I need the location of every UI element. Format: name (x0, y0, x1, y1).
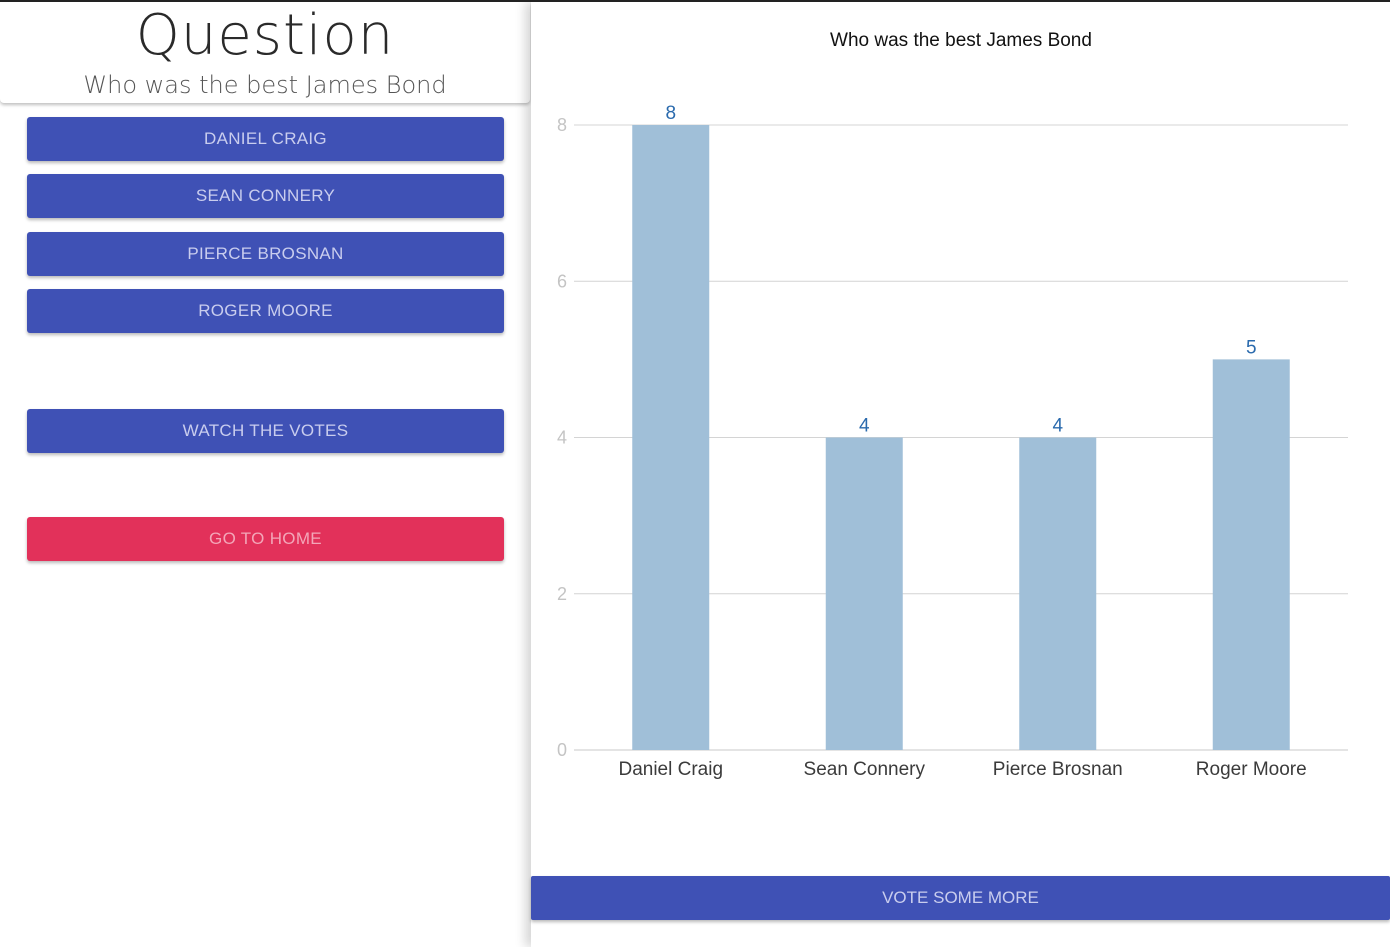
bar-value-label: 4 (859, 416, 870, 437)
question-text: Who was the best James Bond (83, 71, 447, 99)
bar-pierce-brosnan (1019, 437, 1097, 750)
y-tick-label: 4 (557, 428, 567, 448)
bar-roger-moore (1212, 359, 1290, 750)
bar-daniel-craig (632, 125, 710, 750)
bar-value-label: 8 (665, 103, 676, 124)
left-panel: Question Who was the best James Bond DAN… (0, 2, 530, 947)
x-tick-label: Roger Moore (1196, 759, 1307, 780)
option-button-daniel-craig[interactable]: DANIEL CRAIG (27, 117, 504, 161)
vote-more-button[interactable]: VOTE SOME MORE (531, 876, 1390, 920)
option-button-sean-connery[interactable]: SEAN CONNERY (27, 174, 504, 218)
y-tick-label: 6 (557, 271, 567, 291)
y-tick-label: 8 (557, 115, 567, 135)
bar-sean-connery (825, 437, 903, 750)
question-heading: Question (135, 3, 395, 68)
results-panel: Who was the best James Bond 0 2 4 6 8 8 Danie… (531, 2, 1390, 947)
bar-value-label: 4 (1052, 416, 1063, 437)
chart-title: Who was the best James Bond (830, 30, 1092, 51)
results-bar-chart: Who was the best James Bond 0 2 4 6 8 8 Danie… (557, 30, 1348, 780)
x-tick-label: Daniel Craig (618, 759, 723, 780)
option-button-pierce-brosnan[interactable]: PIERCE BROSNAN (27, 232, 504, 276)
bar-value-label: 5 (1246, 337, 1257, 358)
x-tick-label: Pierce Brosnan (993, 759, 1123, 780)
watch-votes-button[interactable]: WATCH THE VOTES (27, 409, 504, 453)
option-button-roger-moore[interactable]: ROGER MOORE (27, 289, 504, 333)
question-card: Question Who was the best James Bond (0, 2, 530, 103)
y-tick-label: 0 (557, 740, 567, 760)
x-tick-label: Sean Connery (804, 759, 926, 780)
y-tick-label: 2 (557, 584, 567, 604)
go-home-button[interactable]: GO TO HOME (27, 517, 504, 561)
